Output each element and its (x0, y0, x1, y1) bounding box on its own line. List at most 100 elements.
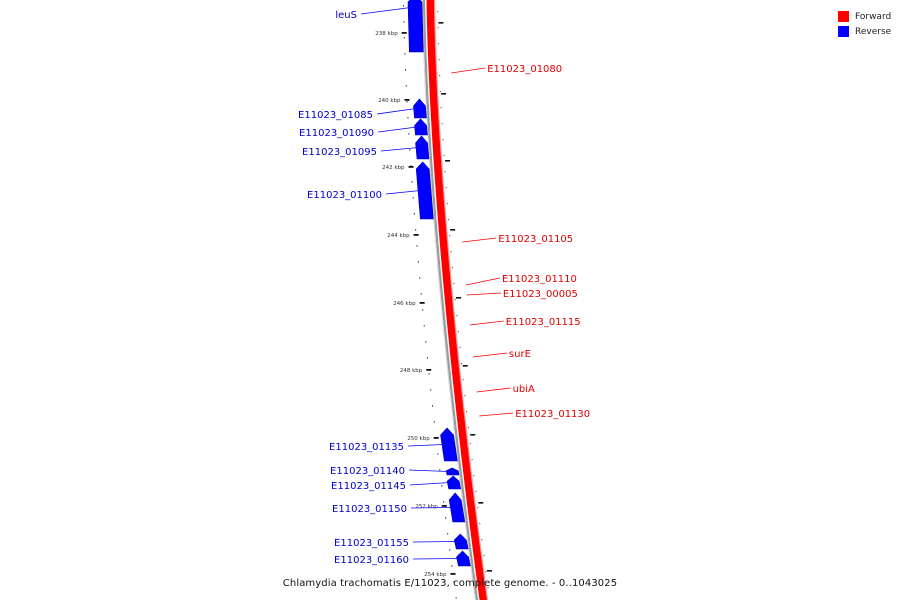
kbp-tick-label: 252 kbp (415, 504, 438, 510)
minor-tick (419, 277, 421, 279)
forward-swatch (838, 11, 849, 22)
reverse-gene-arrow[interactable] (415, 135, 430, 160)
outer-minor-tick (483, 555, 485, 557)
legend-reverse[interactable]: Reverse (838, 24, 891, 39)
minor-tick (453, 581, 455, 583)
reverse-gene-arrow[interactable] (445, 467, 460, 476)
kbp-ticks: 238 kbp 240 kbp 242 kbp 244 kbp 246 kbp 248 k… (375, 5, 492, 599)
forward-gene-leader (465, 277, 501, 286)
reverse-gene-arrow[interactable] (414, 118, 428, 136)
forward-gene-label[interactable]: E11023_01110 (502, 274, 577, 285)
minor-tick (445, 517, 447, 519)
reverse-gene-label[interactable]: leuS (335, 10, 357, 21)
reverse-gene-arrow[interactable] (453, 533, 469, 550)
forward-gene-label[interactable]: E11023_01115 (506, 317, 581, 328)
reverse-gene-arrow[interactable] (456, 550, 471, 567)
forward-gene-leader (451, 67, 486, 74)
reverse-gene-arrow[interactable] (413, 98, 427, 119)
outer-minor-tick (457, 331, 459, 333)
kbp-tick-label: 250 kbp (407, 436, 430, 442)
outer-minor-tick (460, 363, 463, 365)
reverse-gene-arrow[interactable] (415, 161, 434, 220)
minor-tick (405, 85, 407, 87)
backbone-rail (422, 0, 479, 600)
minor-tick (422, 309, 424, 311)
outer-minor-tick (437, 43, 440, 45)
outer-major-tick (486, 570, 492, 572)
reverse-gene-label[interactable]: E11023_01155 (334, 538, 409, 549)
reverse-gene-leader (408, 469, 449, 472)
reverse-gene-label[interactable]: E11023_01145 (331, 481, 406, 492)
minor-tick (439, 469, 441, 471)
backbone-rail-shadow (421, 0, 476, 600)
legend-forward-label: Forward (855, 11, 892, 22)
minor-tick (408, 133, 410, 135)
forward-gene-label[interactable]: surE (509, 349, 531, 360)
minor-tick (411, 181, 413, 183)
reverse-gene-arrow[interactable] (446, 475, 462, 490)
outer-minor-tick (481, 539, 483, 541)
minor-tick (455, 597, 457, 599)
reverse-gene-arrow[interactable] (407, 0, 424, 53)
minor-tick (409, 149, 411, 151)
minor-tick (449, 549, 451, 551)
reverse-gene-label[interactable]: E11023_01140 (330, 466, 405, 477)
minor-tick (447, 533, 449, 535)
minor-tick (416, 245, 418, 247)
outer-minor-tick (454, 299, 456, 301)
outer-major-tick (438, 22, 444, 24)
forward-gene-label[interactable]: E11023_01080 (487, 64, 562, 75)
forward-gene-leader (466, 292, 501, 296)
minor-tick (403, 37, 405, 39)
major-tick (426, 369, 432, 371)
major-tick (408, 166, 414, 168)
outer-minor-tick (444, 171, 446, 173)
kbp-tick-label: 244 kbp (387, 233, 410, 239)
outer-minor-tick (437, 27, 439, 29)
reverse-gene-label[interactable]: E11023_01100 (307, 190, 382, 201)
outer-minor-tick (437, 11, 439, 13)
minor-tick (430, 389, 432, 391)
forward-gene-label[interactable]: ubiA (513, 384, 535, 395)
reverse-gene-label[interactable]: E11023_01090 (299, 128, 374, 139)
reverse-gene-label[interactable]: E11023_01135 (329, 442, 404, 453)
minor-tick (428, 373, 430, 375)
major-tick (433, 437, 439, 439)
minor-tick (407, 117, 409, 119)
outer-minor-tick (442, 139, 444, 141)
reverse-gene-leader (380, 147, 419, 152)
minor-tick (415, 229, 417, 231)
minor-tick (417, 261, 419, 263)
outer-minor-tick (473, 475, 475, 477)
minor-tick (425, 341, 427, 343)
reverse-gene-label[interactable]: E11023_01150 (332, 504, 407, 515)
forward-gene-leader (472, 352, 507, 358)
reverse-gene-leader (360, 7, 411, 15)
reverse-gene-label[interactable]: E11023_01095 (302, 147, 377, 158)
forward-band-edge (433, 0, 489, 600)
forward-genes: E11023_01080 E11023_01105 E11023_01110 E110… (451, 64, 590, 420)
outer-major-tick (450, 229, 456, 231)
forward-gene-label[interactable]: E11023_00005 (503, 289, 578, 300)
outer-minor-tick (439, 91, 441, 93)
reverse-gene-label[interactable]: E11023_01160 (334, 555, 409, 566)
minor-tick (420, 293, 422, 295)
legend-forward[interactable]: Forward (838, 9, 891, 24)
forward-gene-label[interactable]: E11023_01105 (498, 234, 573, 245)
kbp-tick-label: 242 kbp (382, 165, 405, 171)
reverse-gene-label[interactable]: E11023_01085 (298, 110, 373, 121)
outer-minor-tick (441, 123, 443, 125)
outer-minor-tick (438, 59, 440, 61)
minor-tick (412, 197, 414, 199)
forward-gene-label[interactable]: E11023_01130 (515, 409, 590, 420)
outer-minor-tick (450, 251, 452, 253)
strand-legend: Forward Reverse (838, 9, 891, 39)
forward-strand-band (426, 0, 488, 600)
kbp-tick-label: 246 kbp (393, 301, 416, 307)
outer-minor-tick (462, 379, 464, 381)
reverse-gene-arrow[interactable] (448, 492, 466, 523)
kbp-tick-label: 240 kbp (378, 98, 401, 104)
major-tick (419, 302, 425, 304)
legend-reverse-label: Reverse (855, 26, 892, 37)
reverse-gene-arrow[interactable] (440, 427, 458, 462)
